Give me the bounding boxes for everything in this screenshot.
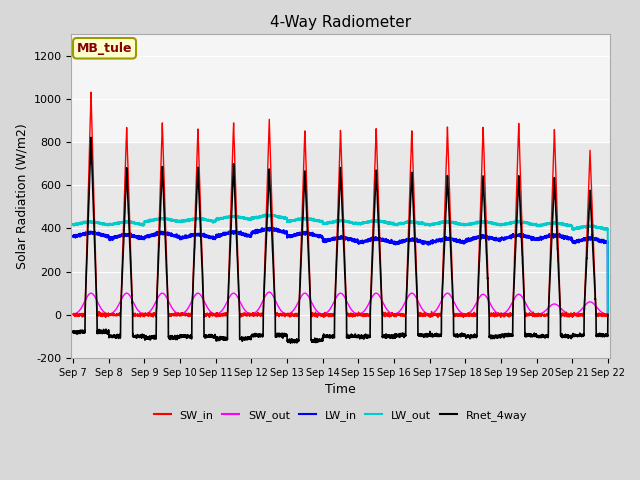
Y-axis label: Solar Radiation (W/m2): Solar Radiation (W/m2) (15, 123, 28, 269)
Bar (72, 34, 610, 142)
Legend: SW_in, SW_out, LW_in, LW_out, Rnet_4way: SW_in, SW_out, LW_in, LW_out, Rnet_4way (150, 406, 531, 425)
Text: MB_tule: MB_tule (77, 42, 132, 55)
Title: 4-Way Radiometer: 4-Way Radiometer (270, 15, 411, 30)
X-axis label: Time: Time (325, 383, 356, 396)
